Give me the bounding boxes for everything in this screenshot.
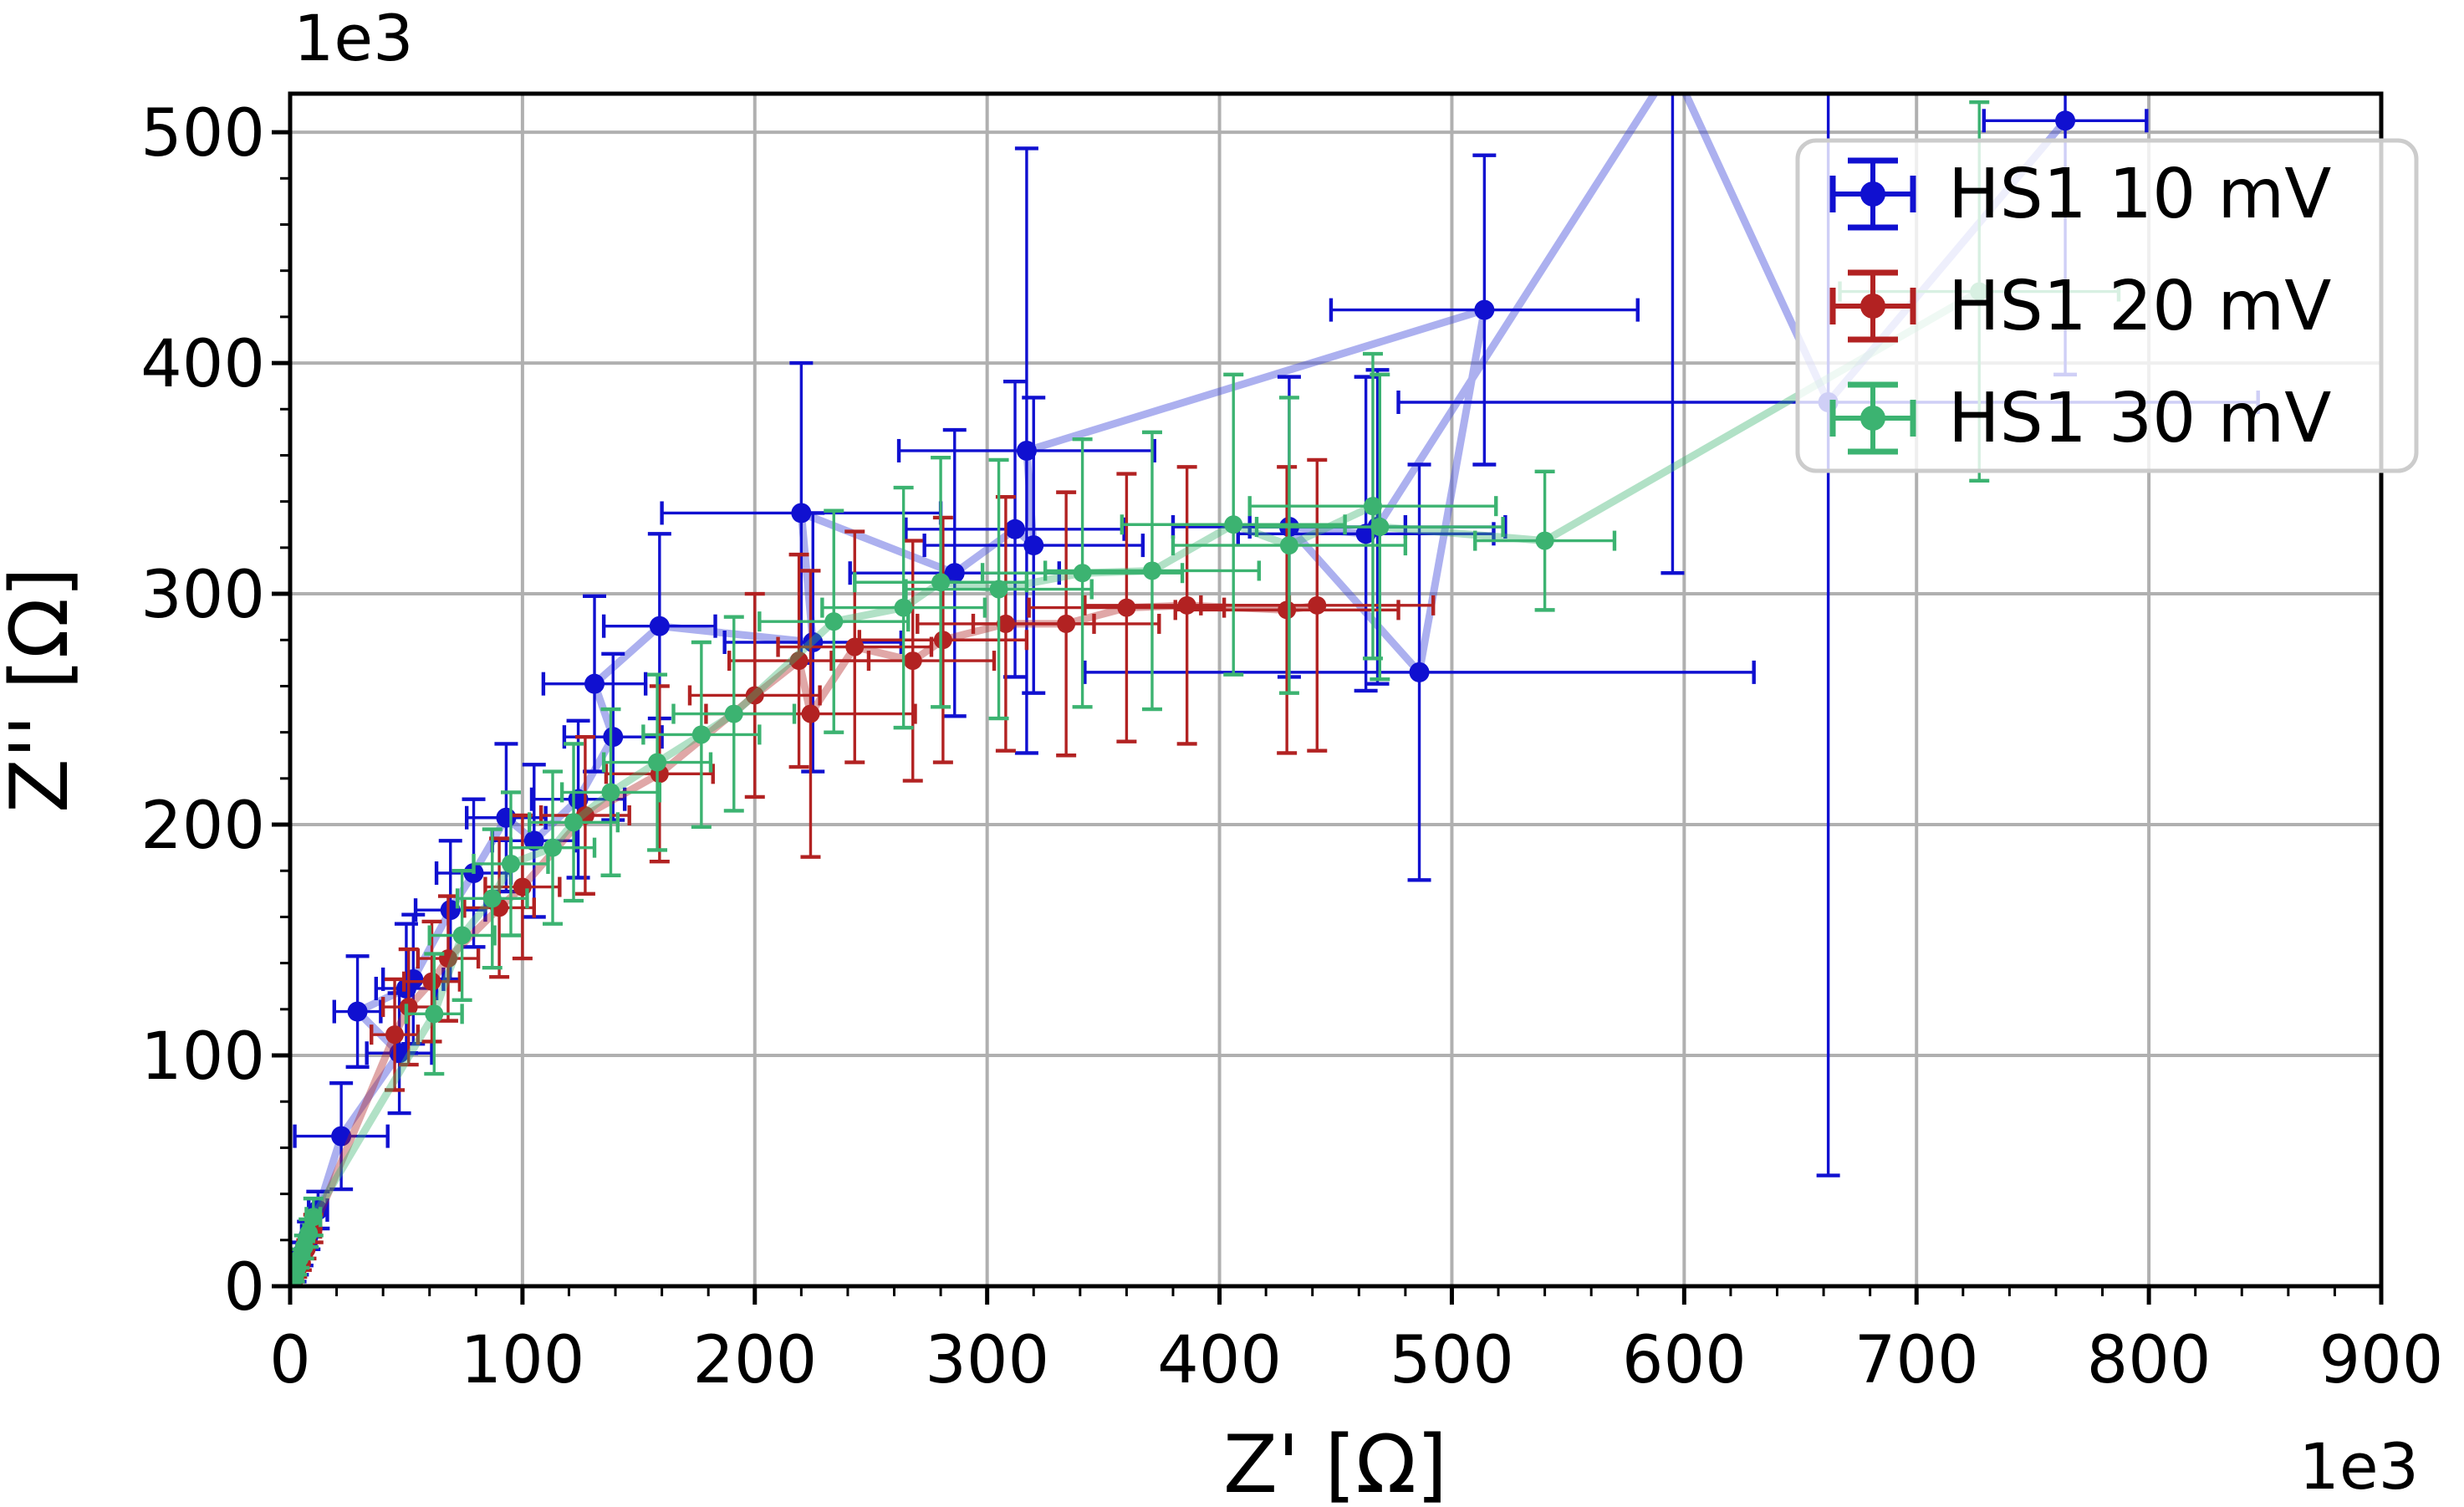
legend-entry[interactable]: HS1 30 mV	[1829, 379, 2331, 458]
legend-box	[1795, 138, 2419, 473]
legend-entry[interactable]: HS1 10 mV	[1829, 155, 2331, 234]
data-point	[648, 753, 667, 772]
legend-marker	[1860, 406, 1885, 431]
data-point	[1224, 515, 1243, 534]
data-point	[584, 673, 605, 694]
data-point	[1057, 614, 1076, 633]
data-point	[1023, 535, 1044, 556]
data-point	[824, 612, 844, 631]
data-point	[496, 807, 517, 828]
data-point	[931, 573, 951, 592]
legend-entry[interactable]: HS1 20 mV	[1829, 267, 2331, 346]
series-line	[290, 288, 1982, 1285]
data-point	[933, 631, 952, 650]
y-tick-label: 0	[223, 1250, 265, 1326]
x-tick-label: 400	[1157, 1323, 1282, 1398]
legend-label: HS1 30 mV	[1948, 379, 2331, 458]
data-point	[501, 854, 520, 873]
data-point	[452, 926, 472, 945]
data-point	[996, 614, 1015, 633]
data-point	[601, 783, 620, 802]
data-point	[304, 1208, 323, 1227]
data-point	[543, 838, 563, 857]
data-point	[1363, 497, 1382, 516]
y-axis-offset-label: 1e3	[293, 1, 413, 75]
y-tick-label: 300	[140, 558, 265, 633]
data-point	[403, 968, 424, 989]
x-tick-label: 300	[925, 1323, 1049, 1398]
data-point	[1142, 561, 1161, 580]
y-tick-label: 100	[140, 1019, 265, 1095]
data-point	[482, 889, 502, 908]
data-point	[422, 972, 441, 991]
data-point	[1308, 595, 1327, 615]
data-point	[1278, 600, 1297, 620]
x-tick-label: 100	[460, 1323, 584, 1398]
data-point	[1535, 531, 1554, 550]
x-tick-label: 700	[1854, 1323, 1979, 1398]
x-tick-label: 600	[1622, 1323, 1747, 1398]
y-tick-label: 200	[140, 789, 265, 864]
data-point	[1409, 662, 1430, 682]
data-point	[745, 686, 764, 705]
legend-marker	[1860, 181, 1885, 207]
plot-border	[288, 91, 2384, 1289]
x-tick-label: 0	[269, 1323, 311, 1398]
tick-label-layer: 0 100 200 300 400 500 600 700 800 900 0 100 200 300 40…	[140, 96, 2443, 1398]
data-point	[1016, 440, 1037, 461]
data-point	[724, 704, 743, 723]
legend-marker	[1860, 294, 1885, 319]
data-point	[1279, 536, 1298, 555]
data-point	[845, 637, 865, 656]
data-point	[789, 651, 809, 671]
legend[interactable]: HS1 10 mV HS1 20 mV HS1 30 mV	[1795, 138, 2419, 473]
x-axis-offset-label: 1e3	[2299, 1429, 2419, 1504]
axes-layer	[272, 91, 2384, 1305]
x-tick-label: 500	[1390, 1323, 1514, 1398]
data-point	[347, 1001, 368, 1022]
data-point	[425, 1004, 444, 1024]
data-point	[299, 1223, 319, 1243]
data-point	[801, 704, 820, 723]
y-tick-label: 500	[140, 96, 265, 171]
data-point	[385, 1025, 405, 1045]
x-tick-label: 800	[2087, 1323, 2211, 1398]
data-point	[894, 598, 913, 617]
data-point	[1005, 519, 1026, 539]
data-point	[440, 900, 461, 921]
data-point	[989, 580, 1008, 599]
data-point	[691, 725, 711, 744]
data-point	[791, 503, 812, 524]
data-point	[399, 998, 418, 1017]
data-point	[2055, 110, 2076, 131]
data-point	[1474, 299, 1495, 320]
data-point	[331, 1126, 352, 1147]
x-tick-label: 200	[692, 1323, 817, 1398]
data-point	[564, 813, 584, 832]
legend-label: HS1 20 mV	[1948, 267, 2331, 346]
y-axis-label: Z'' [Ω]	[0, 567, 86, 813]
data-point	[944, 563, 965, 584]
data-point	[903, 651, 922, 671]
data-point	[1073, 564, 1092, 583]
data-point	[603, 727, 624, 748]
data-point	[523, 830, 544, 851]
data-point	[649, 616, 670, 636]
series-hs1-20-mv	[290, 457, 1436, 1286]
data-point	[1370, 518, 1390, 537]
y-tick-label: 400	[140, 327, 265, 402]
data-point	[294, 1238, 314, 1257]
data-point	[1177, 595, 1196, 615]
legend-label: HS1 10 mV	[1948, 155, 2331, 234]
x-tick-label: 900	[2319, 1323, 2444, 1398]
x-axis-label: Z' [Ω]	[1223, 1419, 1447, 1507]
data-point	[1662, 55, 1682, 75]
data-point	[1117, 598, 1136, 617]
